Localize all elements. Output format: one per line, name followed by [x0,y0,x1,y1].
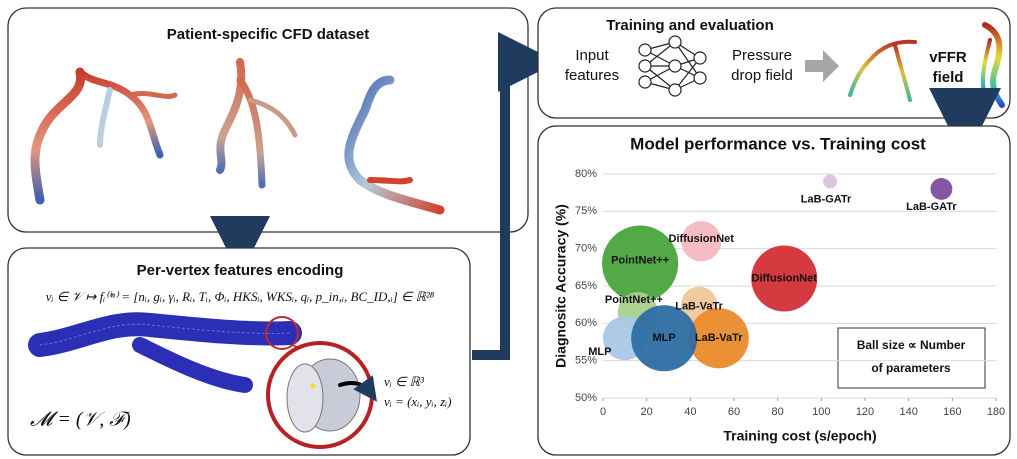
y-tick-label: 70% [575,243,597,255]
bubble [930,177,953,200]
panel-title: Per-vertex features encoding [137,262,344,279]
result-label: field [933,69,964,86]
x-tick-label: 80 [772,406,784,418]
input-label: Input [575,47,609,64]
flow-arrow [472,32,558,360]
chart-title: Model performance vs. Training cost [630,134,926,153]
x-tick-label: 180 [987,406,1005,418]
input-label: features [565,67,619,84]
mesh-image [28,312,377,449]
x-tick-label: 20 [641,406,653,418]
result-label: vFFR [929,49,967,66]
bubble [602,225,679,302]
y-tick-label: 60% [575,317,597,329]
x-tick-label: 140 [899,406,917,418]
panel-title: Patient-specific CFD dataset [167,26,370,43]
output-label: drop field [731,67,793,84]
data-label: LaB-GATr [801,193,852,205]
size-note: of parameters [871,361,951,375]
feature-map: vᵢ ∈ 𝒱 ↦ fᵢ⁽ⁱⁿ⁾ = [nᵢ, gᵢ, γᵢ, Rᵢ, Tᵢ, Φ… [46,289,435,304]
x-tick-label: 40 [684,406,696,418]
bubble [631,305,698,372]
data-label: MLP [588,346,611,358]
x-tick-label: 0 [600,406,606,418]
vertex-space: vᵢ ∈ ℝ³ [384,374,425,389]
training-panel [537,7,1011,119]
data-label: LaB-VaTr [695,332,743,344]
mesh-label: 𝓜 = (𝒱, ℱ) [30,409,131,431]
bubble [823,174,838,189]
y-tick-label: 50% [575,392,597,404]
size-note-box [837,327,986,389]
bubble [751,245,818,312]
plot-area: 50% 55% 60% 65% 70% 75% 80% 0 20 40 60 80 100 120 140 1… [575,168,1005,418]
y-axis-label: Diagnositc Accuracy (%) [553,204,569,368]
data-label: PointNet++ [611,255,669,267]
x-axis-label: Training cost (s/epoch) [723,428,876,444]
x-tick-label: 100 [812,406,830,418]
gray-arrow [805,50,839,82]
bubble [681,221,722,262]
x-tick-label: 60 [728,406,740,418]
data-label: LaB-VaTr [675,301,723,313]
x-tick-label: 160 [943,406,961,418]
y-tick-label: 65% [575,280,597,292]
data-label: LaB-GATr [906,201,957,213]
y-tick-label: 55% [575,355,597,367]
artery-images [30,58,445,215]
data-label: PointNet++ [605,294,663,306]
bubble [688,308,749,369]
y-tick-label: 75% [575,205,597,217]
output-label: Pressure [732,47,792,64]
y-tick-label: 80% [575,168,597,180]
network-icon [638,35,707,97]
vertex-coords: vᵢ = (xᵢ, yᵢ, zᵢ) [384,394,452,409]
data-label: DiffusionNet [669,233,735,245]
data-label: DiffusionNet [752,272,818,284]
x-tick-label: 120 [856,406,874,418]
size-note: Ball size ∝ Number [857,338,966,352]
panel-title: Training and evaluation [606,17,774,34]
data-label: MLP [653,332,676,344]
